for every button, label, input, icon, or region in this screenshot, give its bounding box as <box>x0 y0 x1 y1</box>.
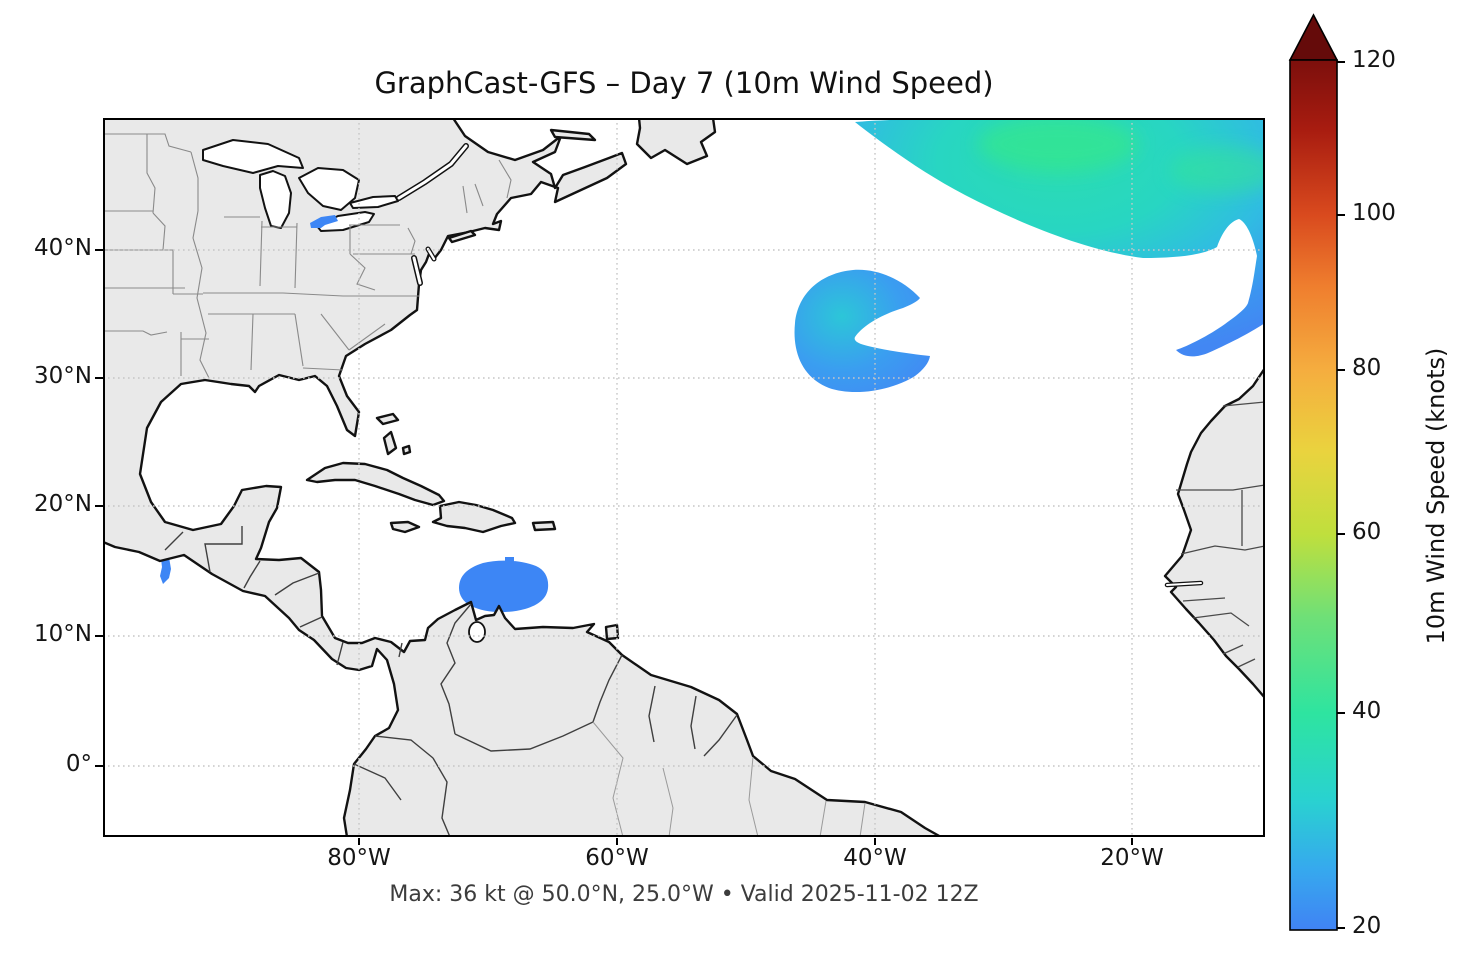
lake-superior <box>202 139 304 174</box>
x-tick-mark <box>358 838 360 845</box>
y-tick-mark <box>95 635 103 637</box>
lake-michigan <box>259 170 292 229</box>
island-trinidad <box>604 623 620 641</box>
y-tick-label: 10°N <box>34 621 92 647</box>
wind-patch-northeast-atlantic <box>855 118 1265 357</box>
colorbar-tick-label: 120 <box>1352 47 1396 73</box>
chart-title: GraphCast-GFS – Day 7 (10m Wind Speed) <box>374 66 994 100</box>
us-state-borders <box>103 133 512 379</box>
wind-patch-caribbean <box>459 557 549 613</box>
y-tick-label: 40°N <box>34 235 92 261</box>
wind-green-core-2 <box>1170 147 1265 193</box>
great-lakes <box>202 139 486 643</box>
country-borders-south-america <box>353 603 738 838</box>
colorbar-tick-label: 20 <box>1352 913 1382 939</box>
island-anticosti <box>549 128 597 142</box>
x-tick-label: 20°W <box>1100 845 1164 871</box>
colorbar-tick-marks <box>1337 61 1345 929</box>
island-cuba <box>305 461 446 507</box>
islands-bahamas <box>375 412 412 456</box>
colorbar-tick-label: 40 <box>1352 698 1382 724</box>
map-area <box>101 116 1267 839</box>
island-hispaniola <box>431 500 517 534</box>
state-borders-brazil <box>592 721 866 838</box>
wind-speed-shading <box>160 118 1265 613</box>
coastline-americas <box>101 116 943 839</box>
island-long-island <box>447 229 477 244</box>
colorbar-extend-arrow <box>1288 13 1339 61</box>
lake-huron <box>298 167 360 211</box>
island-newfoundland <box>635 116 717 166</box>
colorbar <box>1288 13 1345 931</box>
map-svg <box>101 116 1267 839</box>
water-channels <box>396 143 1204 588</box>
y-tick-label: 30°N <box>34 363 92 389</box>
x-tick-mark <box>1131 838 1133 845</box>
lake-ontario <box>349 195 399 209</box>
coastline-africa <box>1163 366 1267 700</box>
x-tick-label: 80°W <box>327 845 391 871</box>
colorbar-label: 10m Wind Speed (knots) <box>1422 347 1450 645</box>
wind-max-green-core <box>978 118 1138 172</box>
country-borders-africa <box>1176 401 1266 668</box>
colorbar-tick-label: 60 <box>1352 519 1382 545</box>
x-tick-label: 60°W <box>585 845 649 871</box>
country-borders-central-america <box>164 526 403 666</box>
x-tick-mark <box>874 838 876 845</box>
y-tick-label: 0° <box>65 751 92 777</box>
y-tick-mark <box>95 377 103 379</box>
gridlines <box>103 118 1265 837</box>
max-wind-caption: Max: 36 kt @ 50.0°N, 25.0°W • Valid 2025… <box>389 882 979 907</box>
lake-maracaibo <box>468 621 486 643</box>
wind-patch-lake-erie <box>310 215 338 228</box>
island-jamaica <box>389 520 421 534</box>
y-tick-mark <box>95 505 103 507</box>
island-puerto-rico <box>531 520 557 532</box>
x-tick-mark <box>616 838 618 845</box>
landmasses <box>101 116 1267 839</box>
y-tick-mark <box>95 249 103 251</box>
wind-patch-tehuantepec <box>160 557 171 584</box>
y-tick-label: 20°N <box>34 491 92 517</box>
colorbar-gradient-bar <box>1289 59 1338 931</box>
wind-patch-crescent <box>794 269 930 393</box>
x-tick-label: 40°W <box>843 845 907 871</box>
lake-erie <box>316 211 375 232</box>
colorbar-tick-label: 100 <box>1352 200 1396 226</box>
y-tick-mark <box>95 765 103 767</box>
colorbar-tick-label: 80 <box>1352 355 1382 381</box>
